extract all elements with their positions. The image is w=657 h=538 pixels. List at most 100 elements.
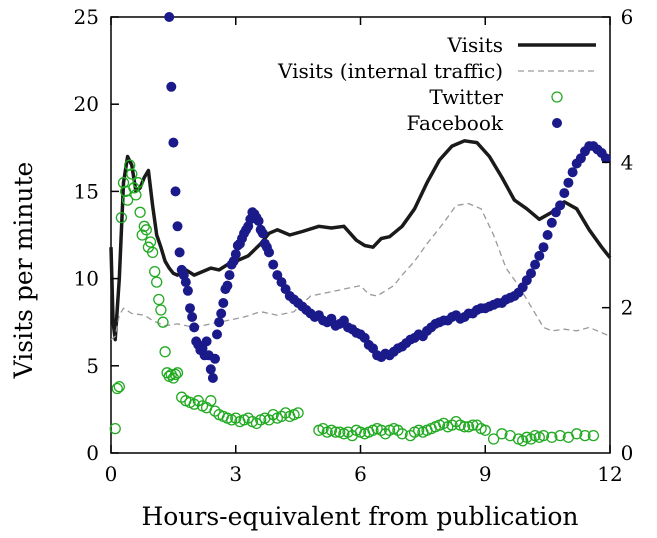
data-point [169, 368, 182, 381]
data-point [159, 346, 171, 358]
data-point [537, 429, 550, 442]
y-tick-label: 25 [74, 5, 99, 29]
data-point [579, 429, 591, 442]
legend-swatch [551, 91, 563, 103]
legend-label: Twitter [429, 85, 503, 109]
data-point [166, 81, 177, 92]
data-point [210, 353, 220, 364]
data-point [168, 137, 179, 148]
x-tick-label: 12 [597, 462, 622, 486]
data-point [205, 364, 216, 375]
legend-label: Visits [447, 33, 503, 57]
data-point [230, 249, 241, 260]
y2-tick-label: 2 [621, 296, 634, 320]
data-point [124, 159, 136, 171]
data-point [555, 200, 566, 211]
data-point [224, 270, 235, 281]
y-tick-label: 20 [74, 92, 99, 116]
data-point [172, 221, 183, 232]
data-point [134, 206, 146, 218]
data-point [292, 407, 304, 419]
data-point [207, 373, 218, 383]
data-point [115, 211, 128, 224]
series-facebook [164, 12, 611, 383]
data-point [130, 189, 142, 201]
x-tick-label: 0 [105, 462, 118, 486]
data-point [182, 285, 193, 296]
data-point [205, 395, 217, 407]
data-point [185, 303, 195, 314]
data-point [587, 429, 600, 442]
data-point [180, 277, 191, 288]
data-point [479, 424, 491, 436]
data-point [111, 382, 123, 395]
data-point [155, 304, 167, 316]
y-tick-label: 10 [74, 267, 99, 291]
x-tick-label: 9 [479, 462, 492, 486]
y2-tick-label: 6 [621, 5, 634, 29]
data-point [396, 428, 408, 440]
data-point [126, 168, 138, 180]
data-point [140, 224, 152, 236]
data-point [487, 433, 500, 445]
data-point [559, 188, 570, 199]
y2-tick-label: 4 [621, 150, 634, 174]
legend-label: Visits (internal traffic) [277, 59, 503, 83]
data-point [257, 228, 268, 239]
series-line [110, 202, 611, 341]
data-point [554, 429, 566, 442]
data-point [212, 329, 222, 340]
data-point [164, 12, 175, 22]
y-axis-title: Visits per minute [9, 162, 38, 380]
legend-swatch [552, 118, 562, 128]
data-point [201, 336, 212, 347]
data-point [546, 431, 558, 443]
data-point [174, 247, 185, 258]
data-point [218, 298, 229, 308]
data-point [216, 308, 227, 319]
data-point [571, 428, 583, 440]
data-point [170, 186, 181, 197]
data-point [526, 268, 536, 279]
legend-label: Facebook [407, 111, 504, 135]
data-point [222, 280, 233, 291]
data-point [187, 312, 198, 322]
x-tick-label: 3 [229, 462, 242, 486]
data-point [268, 259, 279, 270]
data-point [563, 177, 574, 188]
data-point [546, 217, 557, 228]
data-point [121, 194, 134, 206]
data-point [329, 426, 342, 438]
data-point [530, 259, 541, 270]
series-twitter [109, 159, 600, 447]
data-point [253, 216, 264, 226]
series-visits-internal-traffic [110, 202, 611, 341]
data-point [157, 316, 169, 328]
y-tick-label: 5 [86, 354, 99, 378]
data-point [538, 242, 549, 253]
data-point [149, 265, 161, 278]
data-point [534, 250, 545, 261]
y2-tick-label-zero: 0 [621, 441, 634, 465]
series-line [109, 139, 612, 342]
data-point [153, 293, 165, 306]
data-point [117, 177, 130, 189]
data-point [542, 230, 553, 240]
data-point [496, 428, 508, 440]
data-point [151, 276, 163, 288]
series-layer [109, 12, 612, 447]
y-tick-label: 15 [74, 179, 99, 203]
data-point [113, 381, 125, 393]
data-point [144, 236, 157, 248]
y-tick-label: 0 [86, 441, 99, 465]
data-point [458, 421, 471, 433]
x-axis-title: Hours-equivalent from publication [141, 502, 578, 531]
data-point [132, 177, 144, 189]
data-point [146, 246, 159, 259]
series-visits [109, 139, 612, 342]
data-point [189, 322, 200, 333]
data-point [171, 367, 184, 379]
